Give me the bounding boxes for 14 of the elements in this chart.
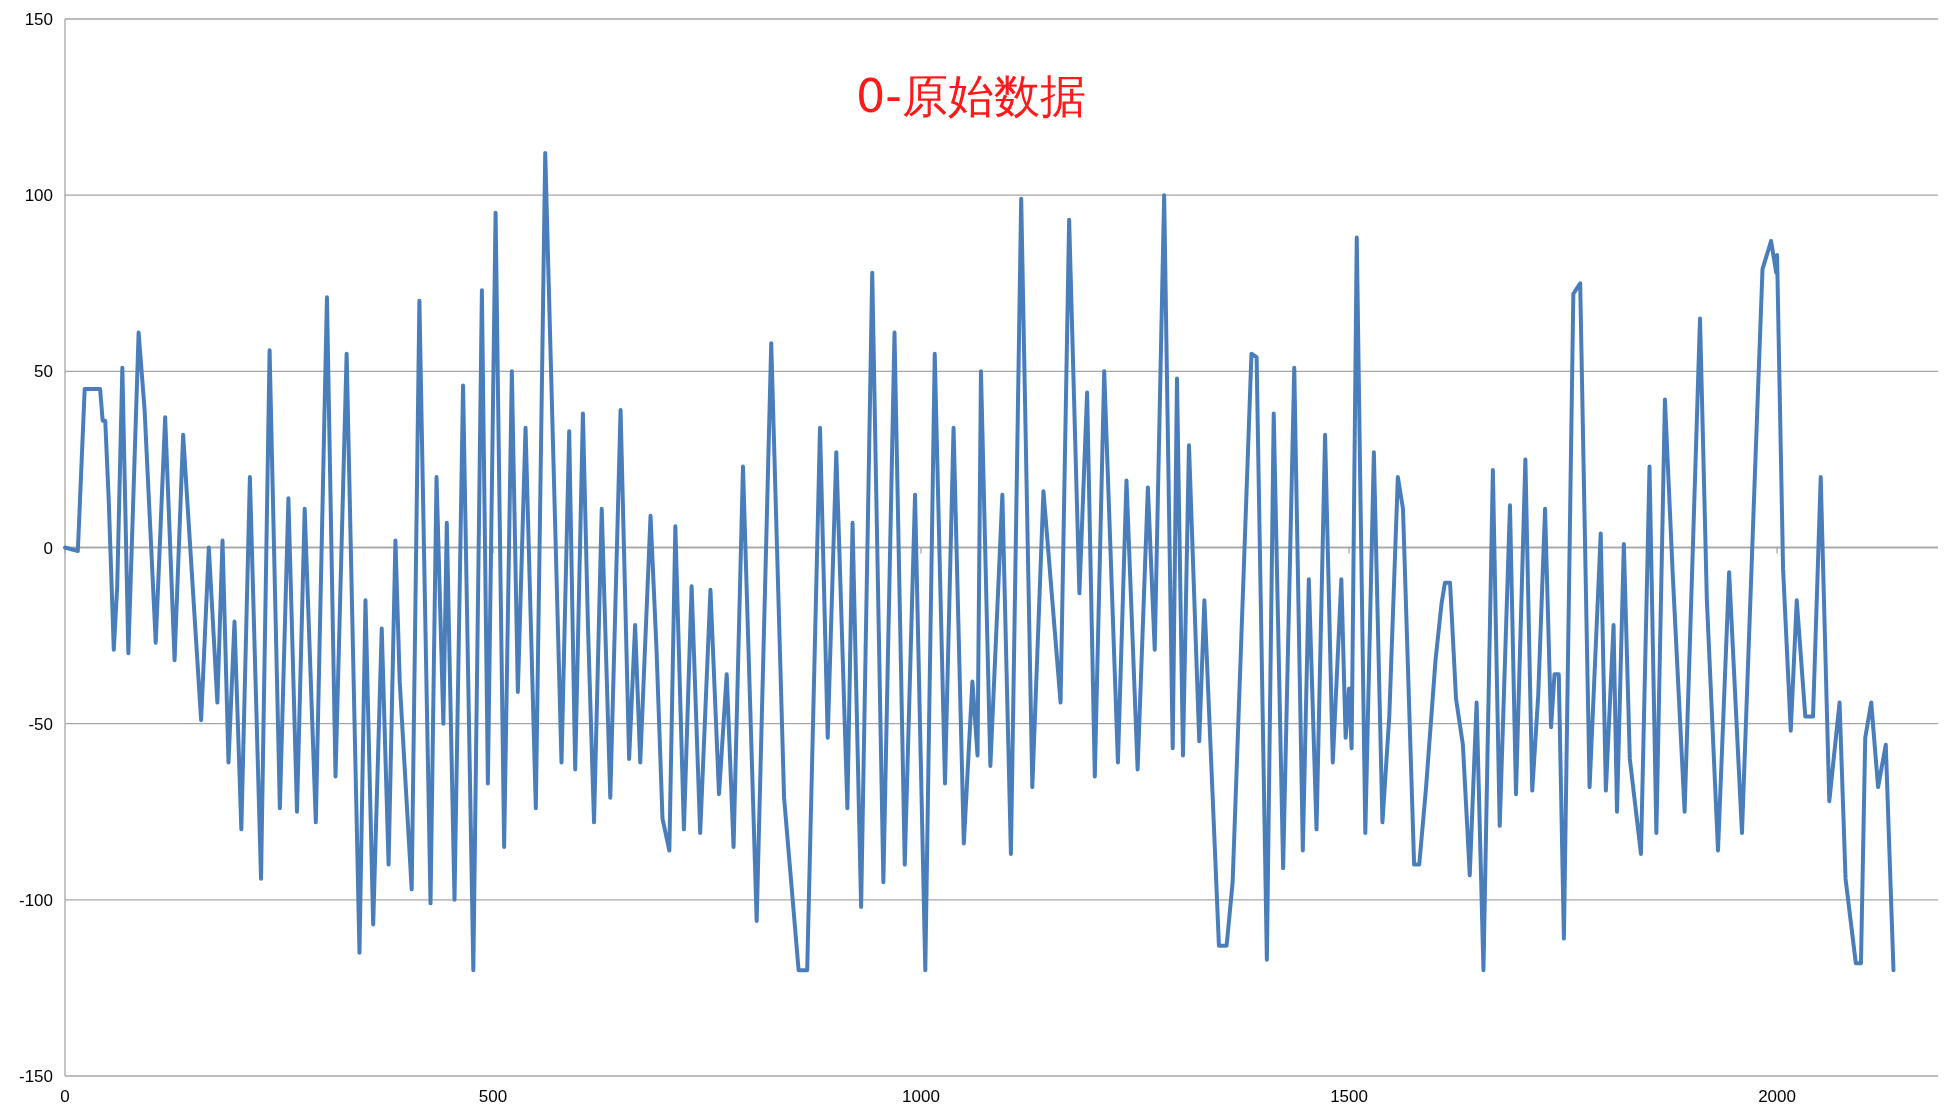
text: 0-原始数据 — [856, 69, 1086, 123]
x-tick-label: 0 — [60, 1087, 70, 1106]
y-tick-label: -100 — [18, 890, 53, 910]
line-series — [63, 150, 1896, 973]
x-tick-label: 500 — [478, 1087, 508, 1106]
y-tick-label: 100 — [24, 186, 53, 206]
y-tick-label: 150 — [24, 10, 53, 29]
y-tick-label: 0 — [43, 538, 53, 558]
x-tick-label: 1500 — [1330, 1087, 1368, 1106]
y-tick-label: 50 — [34, 362, 53, 382]
y-tick-label: -150 — [18, 1067, 53, 1086]
y-tick-label: -50 — [28, 714, 53, 734]
x-tick-label: 1000 — [902, 1087, 940, 1106]
x-tick-label: 2000 — [1758, 1087, 1796, 1106]
